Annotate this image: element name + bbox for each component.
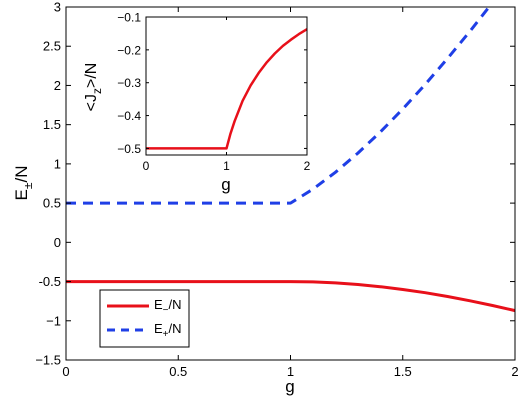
main-y-tick-label: -0.5 xyxy=(39,274,61,289)
legend: E−/N E+/N xyxy=(99,289,190,348)
main-ticks-layer: 0 0.5 1 1.5 2 −1.5 −1 -0.5 0 0.5 1 1.5 2 2.5 3 xyxy=(35,0,518,379)
inset-plot-area xyxy=(146,17,307,155)
main-y-tick-label: −1 xyxy=(46,313,61,328)
inset-ticks-layer: 0 1 2 −0.5 −0.4 −0.3 −0.2 −0.1 xyxy=(117,11,310,174)
main-y-tick-label: −1.5 xyxy=(35,353,61,368)
main-y-tick-label: 2.5 xyxy=(43,39,61,54)
svg-text:E±/N: E±/N xyxy=(12,166,35,201)
main-series-line-1 xyxy=(66,280,515,313)
inset-y-tick-label: −0.4 xyxy=(117,109,141,123)
main-x-tick-label: 1.5 xyxy=(394,364,412,379)
main-y-tick-label: 1.5 xyxy=(43,117,61,132)
main-series-layer xyxy=(66,7,515,313)
inset-y-tick-label: −0.2 xyxy=(117,43,141,57)
main-x-tick-label: 1 xyxy=(287,364,294,379)
main-x-axis-label: g xyxy=(285,377,294,396)
inset-y-tick-label: −0.5 xyxy=(117,142,141,156)
main-y-tick-label: 2 xyxy=(54,78,61,93)
legend-label-e-plus: E+/N xyxy=(154,321,182,340)
main-x-tick-label: 2 xyxy=(511,364,518,379)
main-y-tick-label: 0 xyxy=(54,235,61,250)
inset-x-tick-label: 0 xyxy=(143,159,150,173)
main-y-axis-label: E±/N xyxy=(12,166,35,201)
legend-label-e-minus: E−/N xyxy=(154,297,182,316)
main-y-tick-label: 3 xyxy=(54,0,61,15)
main-x-tick-label: 0 xyxy=(62,364,69,379)
inset-series-line-1 xyxy=(146,28,307,150)
inset-y-tick-label: −0.1 xyxy=(117,11,141,25)
legend-box xyxy=(99,289,190,348)
inset-plot: 0 1 2 −0.5 −0.4 −0.3 −0.2 −0.1 g <Jz>/N xyxy=(83,11,311,195)
svg-text:<Jz>/N: <Jz>/N xyxy=(83,63,104,112)
inset-y-tick-label: −0.3 xyxy=(117,76,141,90)
inset-series-layer xyxy=(146,28,307,150)
inset-x-tick-label: 1 xyxy=(223,159,230,173)
main-x-tick-label: 0.5 xyxy=(169,364,187,379)
main-y-tick-label: 0.5 xyxy=(43,196,61,211)
inset-y-axis-label: <Jz>/N xyxy=(83,63,104,112)
main-y-tick-label: 1 xyxy=(54,156,61,171)
inset-x-tick-label: 2 xyxy=(304,159,311,173)
main-series-line-2 xyxy=(66,7,491,205)
inset-x-axis-label: g xyxy=(221,175,230,194)
